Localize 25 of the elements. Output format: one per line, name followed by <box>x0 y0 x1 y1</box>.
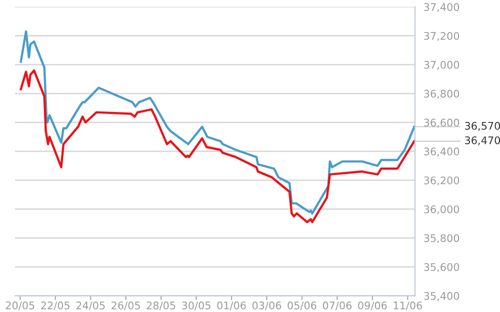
y-tick-label: 37,200 <box>424 32 460 41</box>
y-tick-label: 36,600 <box>424 118 460 128</box>
x-tick-label: 03/06 <box>252 302 282 310</box>
x-tick-label: 22/05 <box>41 302 70 310</box>
y-tick-label: 36,800 <box>424 90 460 99</box>
x-tick-label: 30/05 <box>182 302 210 310</box>
x-tick-label: 28/05 <box>146 302 176 310</box>
y-tick-label: 35,400 <box>424 292 460 301</box>
y-tick-label: 35,800 <box>424 234 460 244</box>
y-tick-label: 37,400 <box>424 3 460 12</box>
y-tick-label: 37,000 <box>424 60 460 70</box>
x-tick-label: 05/06 <box>288 302 316 310</box>
y-tick-label: 36,000 <box>424 205 460 214</box>
x-tick-label: 20/05 <box>6 302 34 310</box>
y-tick-label: 36,200 <box>424 176 460 186</box>
x-tick-label: 26/05 <box>112 302 140 310</box>
x-tick-label: 01/06 <box>217 302 246 310</box>
annotation: 36,570 <box>465 122 500 131</box>
x-tick-label: 09/06 <box>358 302 387 310</box>
x-tick-label: 07/06 <box>322 302 352 310</box>
y-tick-label: 35,600 <box>424 263 460 272</box>
x-tick-label: 11/06 <box>394 302 422 310</box>
annotation: 36,470 <box>465 136 500 146</box>
x-tick-label: 24/05 <box>76 302 105 310</box>
y-tick-label: 36,400 <box>424 148 460 156</box>
